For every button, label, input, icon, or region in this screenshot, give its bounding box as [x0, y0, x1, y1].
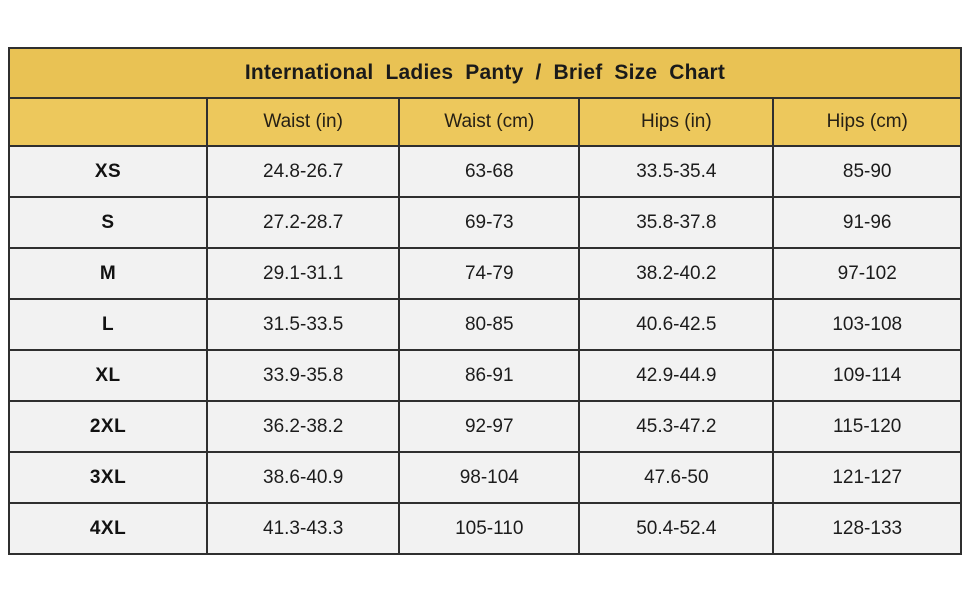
cell-hips-in: 33.5-35.4: [578, 145, 775, 198]
cell-waist-cm: 92-97: [398, 400, 581, 453]
table-body: XS 24.8-26.7 63-68 33.5-35.4 85-90 S 27.…: [7, 145, 962, 555]
cell-size: L: [7, 298, 209, 351]
cell-waist-in: 38.6-40.9: [206, 451, 401, 504]
table-row: XS 24.8-26.7 63-68 33.5-35.4 85-90: [7, 145, 962, 198]
cell-hips-cm: 91-96: [772, 196, 962, 249]
cell-waist-in: 24.8-26.7: [206, 145, 401, 198]
cell-waist-in: 27.2-28.7: [206, 196, 401, 249]
cell-hips-in: 47.6-50: [578, 451, 775, 504]
table-row: M 29.1-31.1 74-79 38.2-40.2 97-102: [7, 247, 962, 300]
column-header-hips-cm: Hips (cm): [772, 97, 962, 147]
table-row: 3XL 38.6-40.9 98-104 47.6-50 121-127: [7, 451, 962, 504]
cell-hips-cm: 97-102: [772, 247, 962, 300]
cell-waist-cm: 74-79: [398, 247, 581, 300]
size-chart-container: International Ladies Panty / Brief Size …: [7, 47, 962, 555]
cell-hips-cm: 115-120: [772, 400, 962, 453]
cell-waist-in: 33.9-35.8: [206, 349, 401, 402]
table-row: S 27.2-28.7 69-73 35.8-37.8 91-96: [7, 196, 962, 249]
title-row: International Ladies Panty / Brief Size …: [8, 47, 962, 99]
chart-title: International Ladies Panty / Brief Size …: [8, 47, 962, 99]
table-row: XL 33.9-35.8 86-91 42.9-44.9 109-114: [7, 349, 962, 402]
cell-hips-in: 38.2-40.2: [578, 247, 775, 300]
cell-hips-cm: 103-108: [772, 298, 962, 351]
cell-waist-cm: 98-104: [398, 451, 581, 504]
cell-size: 3XL: [7, 451, 209, 504]
cell-waist-cm: 86-91: [398, 349, 581, 402]
cell-hips-cm: 109-114: [772, 349, 962, 402]
cell-waist-cm: 80-85: [398, 298, 581, 351]
cell-size: XS: [7, 145, 209, 198]
cell-hips-in: 50.4-52.4: [578, 502, 775, 555]
column-header-hips-in: Hips (in): [578, 97, 775, 147]
cell-size: 4XL: [7, 502, 209, 555]
table-row: L 31.5-33.5 80-85 40.6-42.5 103-108: [7, 298, 962, 351]
cell-hips-cm: 121-127: [772, 451, 962, 504]
cell-size: M: [7, 247, 209, 300]
cell-size: 2XL: [7, 400, 209, 453]
cell-hips-in: 35.8-37.8: [578, 196, 775, 249]
column-header-waist-cm: Waist (cm): [398, 97, 581, 147]
cell-hips-in: 45.3-47.2: [578, 400, 775, 453]
cell-hips-in: 42.9-44.9: [578, 349, 775, 402]
cell-waist-in: 31.5-33.5: [206, 298, 401, 351]
cell-waist-in: 36.2-38.2: [206, 400, 401, 453]
cell-hips-cm: 85-90: [772, 145, 962, 198]
size-chart-table: International Ladies Panty / Brief Size …: [7, 47, 962, 555]
table-head: International Ladies Panty / Brief Size …: [7, 47, 962, 147]
table-row: 2XL 36.2-38.2 92-97 45.3-47.2 115-120: [7, 400, 962, 453]
cell-size: S: [7, 196, 209, 249]
column-header-size: [7, 97, 209, 147]
cell-waist-cm: 69-73: [398, 196, 581, 249]
column-header-row: Waist (in) Waist (cm) Hips (in) Hips (cm…: [7, 97, 962, 147]
column-header-waist-in: Waist (in): [206, 97, 401, 147]
cell-waist-in: 41.3-43.3: [206, 502, 401, 555]
cell-hips-in: 40.6-42.5: [578, 298, 775, 351]
cell-waist-in: 29.1-31.1: [206, 247, 401, 300]
cell-size: XL: [7, 349, 209, 402]
table-row: 4XL 41.3-43.3 105-110 50.4-52.4 128-133: [7, 502, 962, 555]
cell-waist-cm: 105-110: [398, 502, 581, 555]
cell-waist-cm: 63-68: [398, 145, 581, 198]
cell-hips-cm: 128-133: [772, 502, 962, 555]
